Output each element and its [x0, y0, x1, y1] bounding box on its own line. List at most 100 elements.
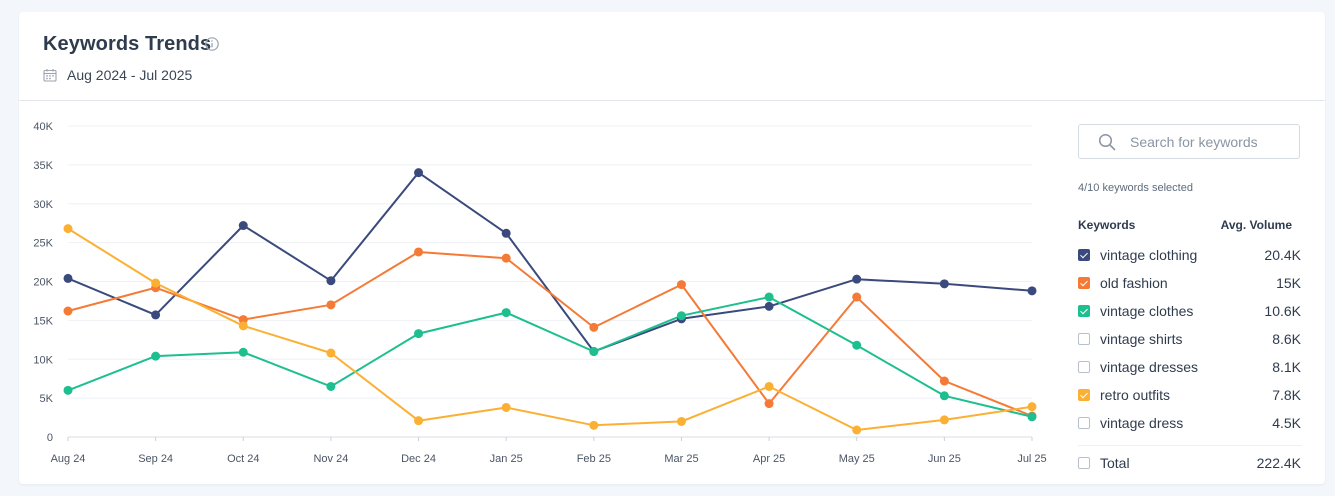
- data-point: [414, 247, 424, 257]
- keyword-name: vintage shirts: [1100, 331, 1183, 347]
- data-point: [238, 315, 248, 325]
- y-tick-label: 40K: [33, 121, 53, 133]
- data-point: [939, 376, 949, 386]
- data-point: [151, 351, 161, 361]
- keyword-checkbox[interactable]: [1078, 305, 1090, 317]
- keyword-row[interactable]: vintage dress 4.5K: [1078, 409, 1302, 437]
- data-point: [501, 308, 511, 318]
- data-point: [414, 329, 424, 339]
- search-input[interactable]: [1130, 133, 1290, 150]
- keyword-volume: 8.6K: [1272, 331, 1301, 347]
- data-point: [238, 321, 248, 331]
- keyword-name: retro outfits: [1100, 387, 1171, 403]
- y-tick-label: 25K: [33, 238, 53, 250]
- keyword-checkbox[interactable]: [1078, 333, 1090, 345]
- keyword-checkbox[interactable]: [1078, 277, 1090, 289]
- data-point: [852, 274, 862, 284]
- x-tick-label: Jul 25: [1017, 453, 1046, 465]
- data-point: [326, 300, 336, 310]
- keyword-row[interactable]: retro outfits 7.8K: [1078, 381, 1302, 409]
- x-tick-label: Aug 24: [51, 453, 86, 465]
- data-point: [151, 310, 161, 320]
- data-point: [1027, 402, 1037, 412]
- search-icon: [1098, 133, 1116, 150]
- x-tick-label: Oct 24: [227, 453, 259, 465]
- keyword-search-box[interactable]: [1078, 124, 1300, 159]
- keyword-row[interactable]: old fashion 15K: [1078, 269, 1302, 297]
- data-point: [852, 292, 862, 302]
- total-label: Total: [1100, 455, 1130, 471]
- data-point: [676, 416, 686, 426]
- data-point: [501, 228, 511, 238]
- keyword-checkbox[interactable]: [1078, 417, 1090, 429]
- data-point: [939, 391, 949, 401]
- data-point: [326, 348, 336, 358]
- data-point: [63, 306, 73, 316]
- y-tick-label: 10K: [33, 354, 53, 366]
- data-point: [501, 253, 511, 263]
- date-range-text: Aug 2024 - Jul 2025: [67, 67, 193, 83]
- series-line: [67, 296, 1033, 418]
- keyword-name: vintage clothes: [1100, 303, 1194, 319]
- keyword-row[interactable]: vintage clothes 10.6K: [1078, 297, 1302, 325]
- data-point: [676, 311, 686, 321]
- keyword-volume: 4.5K: [1272, 415, 1301, 431]
- y-tick-label: 15K: [33, 315, 53, 327]
- x-tick-label: Feb 25: [577, 453, 611, 465]
- total-divider: [1078, 445, 1302, 446]
- keyword-name: vintage dresses: [1100, 359, 1199, 375]
- data-point: [676, 280, 686, 290]
- card-header: Keywords Trends Aug 2024 - Jul 2025: [19, 12, 1325, 101]
- keyword-volume: 15K: [1276, 275, 1301, 291]
- data-point: [764, 399, 774, 409]
- keywords-line-chart: 0 5K 10K 15K 20K 25K 30K 35K 40K Aug 24 Sep 24 Oct …: [33, 121, 1046, 465]
- data-point: [326, 381, 336, 391]
- data-point: [63, 224, 73, 234]
- data-point: [764, 301, 774, 311]
- data-point: [764, 292, 774, 302]
- date-range: Aug 2024 - Jul 2025: [43, 66, 192, 84]
- data-point: [852, 340, 862, 350]
- keyword-volume: 8.1K: [1272, 359, 1301, 375]
- x-tick-label: May 25: [839, 453, 875, 465]
- data-point: [589, 420, 599, 430]
- y-tick-label: 20K: [33, 277, 53, 289]
- y-tick-label: 35K: [33, 160, 53, 172]
- keywords-list: vintage clothing 20.4K old fashion 15K vinta…: [1078, 241, 1302, 437]
- data-point: [63, 273, 73, 283]
- data-point: [1027, 286, 1037, 296]
- volume-column-header: Avg. Volume: [1220, 218, 1292, 232]
- keyword-row[interactable]: vintage shirts 8.6K: [1078, 325, 1302, 353]
- data-point: [764, 381, 774, 391]
- x-tick-label: Jan 25: [490, 453, 523, 465]
- keyword-volume: 7.8K: [1272, 387, 1301, 403]
- total-checkbox[interactable]: [1078, 457, 1090, 469]
- calendar-icon: [43, 69, 57, 82]
- data-point: [939, 415, 949, 425]
- data-point: [589, 322, 599, 332]
- x-tick-label: Apr 25: [753, 453, 785, 465]
- keyword-checkbox[interactable]: [1078, 249, 1090, 261]
- keyword-name: vintage dress: [1100, 415, 1184, 431]
- keyword-checkbox[interactable]: [1078, 389, 1090, 401]
- selected-count: 4/10 keywords selected: [1078, 182, 1193, 194]
- data-point: [414, 416, 424, 426]
- keyword-checkbox[interactable]: [1078, 361, 1090, 373]
- data-point: [326, 276, 336, 286]
- x-tick-label: Nov 24: [313, 453, 348, 465]
- keywords-column-header: Keywords: [1078, 218, 1136, 232]
- series-line: [67, 251, 1033, 417]
- data-point: [63, 385, 73, 395]
- keyword-row[interactable]: vintage dresses 8.1K: [1078, 353, 1302, 381]
- series-line: [67, 171, 1033, 353]
- keyword-name: vintage clothing: [1100, 247, 1198, 263]
- x-tick-label: Mar 25: [664, 453, 698, 465]
- x-tick-label: Dec 24: [401, 453, 436, 465]
- x-tick-label: Sep 24: [138, 453, 173, 465]
- keyword-name: old fashion: [1100, 275, 1168, 291]
- data-point: [414, 168, 424, 178]
- keyword-row[interactable]: vintage clothing 20.4K: [1078, 241, 1302, 269]
- keyword-volume: 20.4K: [1264, 247, 1301, 263]
- total-row: Total 222.4K: [1078, 449, 1302, 477]
- info-icon[interactable]: [205, 37, 219, 51]
